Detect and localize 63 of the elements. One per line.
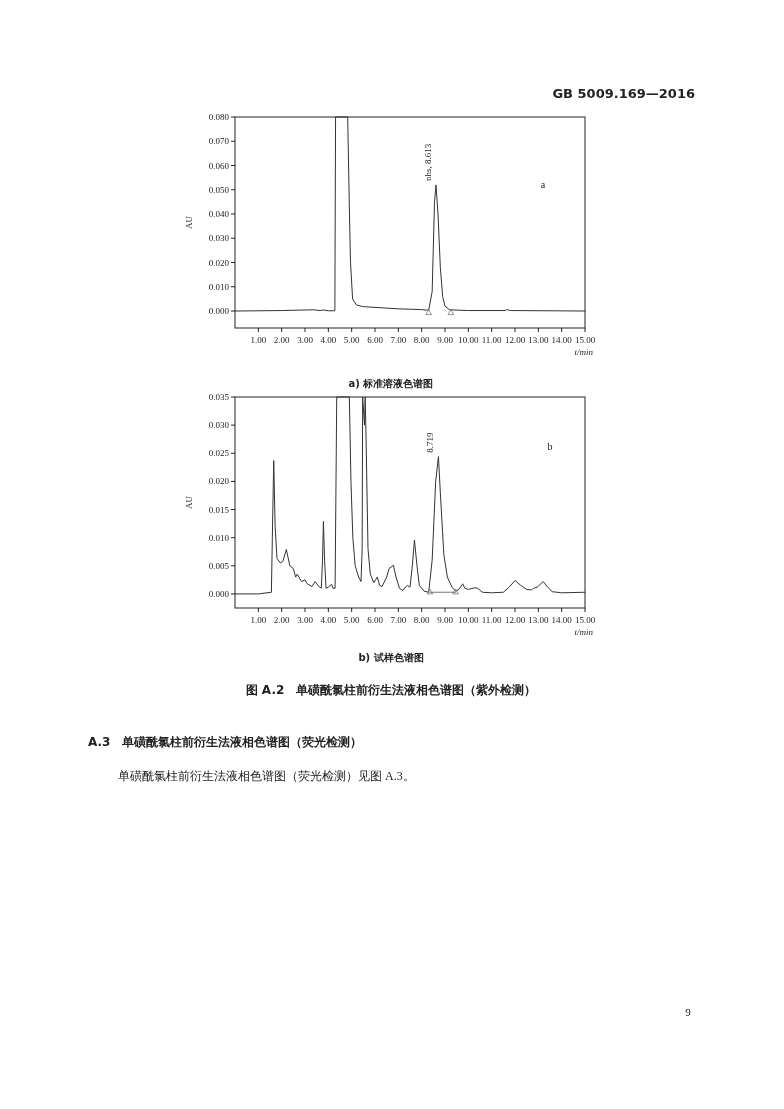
- x-tick-label: 3.00: [297, 335, 314, 345]
- x-tick-label: 5.00: [343, 335, 361, 345]
- x-axis-title: t/min: [574, 627, 594, 637]
- x-tick-label: 2.00: [273, 615, 291, 625]
- text: GB 5009.169—2016: [552, 86, 695, 101]
- y-tick-label: 0.035: [208, 392, 230, 402]
- x-tick-label: 9.00: [437, 615, 454, 625]
- y-tick-label: 0.005: [208, 560, 230, 571]
- text: b) 试样色谱图: [358, 652, 424, 663]
- x-axis-title: t/min: [574, 347, 594, 357]
- x-tick-label: 11.00: [481, 335, 503, 345]
- text: A.3 单磺酰氯柱前衍生法液相色谱图（荧光检测）: [88, 735, 363, 749]
- x-tick-label: 1.00: [250, 615, 267, 625]
- y-tick-label: 0.030: [208, 233, 230, 244]
- y-tick-label: 0.020: [208, 476, 230, 487]
- x-tick-label: 1.00: [250, 335, 267, 345]
- x-tick-label: 14.00: [551, 335, 573, 345]
- y-tick-label: 0.000: [208, 588, 230, 599]
- x-tick-label: 14.00: [551, 615, 573, 625]
- x-tick-label: 8.00: [413, 335, 431, 345]
- x-tick-label: 4.00: [320, 615, 337, 625]
- y-tick-label: 0.040: [208, 209, 230, 220]
- x-tick-label: 10.00: [458, 615, 479, 625]
- x-tick-label: 10.00: [458, 335, 479, 345]
- y-tick-label: 0.070: [208, 136, 230, 147]
- x-tick-label: 5.00: [343, 615, 361, 625]
- annotation: a: [540, 179, 546, 190]
- y-tick-label: 0.020: [208, 257, 230, 268]
- y-tick-label: 0.060: [208, 160, 230, 171]
- y-tick-label: 0.080: [208, 112, 230, 122]
- y-tick-label: 0.030: [208, 420, 230, 431]
- x-tick-label: 4.00: [320, 335, 337, 345]
- y-tick-label: 0.050: [208, 184, 230, 195]
- annotation: 8.719: [425, 431, 436, 453]
- x-tick-label: 12.00: [504, 335, 526, 345]
- x-tick-label: 13.00: [528, 615, 549, 625]
- y-tick-label: 0.010: [208, 532, 230, 543]
- text: 图 A.2 单磺酰氯柱前衍生法液相色谱图（紫外检测）: [245, 683, 537, 697]
- text: a) 标准溶液色谱图: [348, 378, 434, 389]
- x-tick-label: 15.00: [574, 335, 596, 345]
- x-tick-label: 6.00: [367, 335, 384, 345]
- line-series: [234, 396, 586, 595]
- text: 单磺酰氯柱前衍生法液相色谱图（荧光检测）见图 A.3。: [118, 769, 415, 783]
- x-tick-label: 7.00: [390, 335, 407, 345]
- text: 9: [685, 1006, 692, 1018]
- y-tick-label: 0.025: [208, 448, 230, 459]
- annotation: b: [547, 441, 553, 452]
- x-tick-label: 15.00: [574, 615, 596, 625]
- x-tick-label: 13.00: [528, 335, 549, 345]
- x-tick-label: 11.00: [481, 615, 503, 625]
- y-tick-label: 0.000: [208, 306, 230, 317]
- x-tick-label: 8.00: [413, 615, 431, 625]
- x-tick-label: 2.00: [273, 335, 291, 345]
- x-tick-label: 12.00: [504, 615, 526, 625]
- y-axis-title: AU: [184, 215, 194, 229]
- x-tick-label: 6.00: [367, 615, 384, 625]
- x-tick-label: 9.00: [437, 335, 454, 345]
- y-tick-label: 0.015: [208, 504, 230, 515]
- annotation: nhs, 8.613: [422, 143, 433, 181]
- x-tick-label: 3.00: [297, 615, 314, 625]
- y-tick-label: 0.010: [208, 281, 230, 292]
- y-axis-title: AU: [184, 495, 194, 509]
- x-tick-label: 7.00: [390, 615, 407, 625]
